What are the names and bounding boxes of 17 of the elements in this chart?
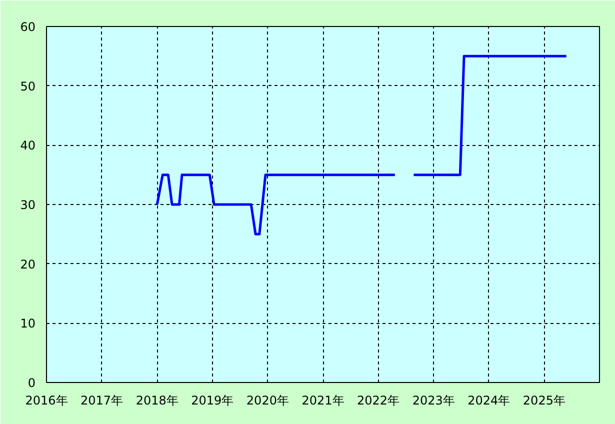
x-tick-label: 2024年 (468, 394, 510, 408)
y-tick-label: 0 (28, 376, 36, 390)
x-tick-label: 2019年 (191, 394, 234, 408)
x-tick-label: 2025年 (522, 394, 566, 408)
x-tick-label: 2018年 (136, 394, 178, 408)
x-tick-label: 2017年 (80, 394, 124, 408)
x-tick-label: 2020年 (246, 394, 289, 408)
y-tick-label: 50 (20, 79, 36, 94)
y-tick-label: 40 (20, 138, 36, 153)
y-tick-label: 30 (20, 198, 36, 212)
y-tick-label: 60 (20, 20, 36, 34)
x-tick-label: 2016年 (25, 394, 68, 408)
x-tick-label: 2021年 (302, 394, 344, 408)
x-tick-label: 2023年 (412, 394, 455, 408)
y-tick-label: 20 (20, 257, 36, 272)
x-tick-label: 2022年 (357, 394, 400, 408)
y-tick-label: 10 (20, 316, 36, 331)
